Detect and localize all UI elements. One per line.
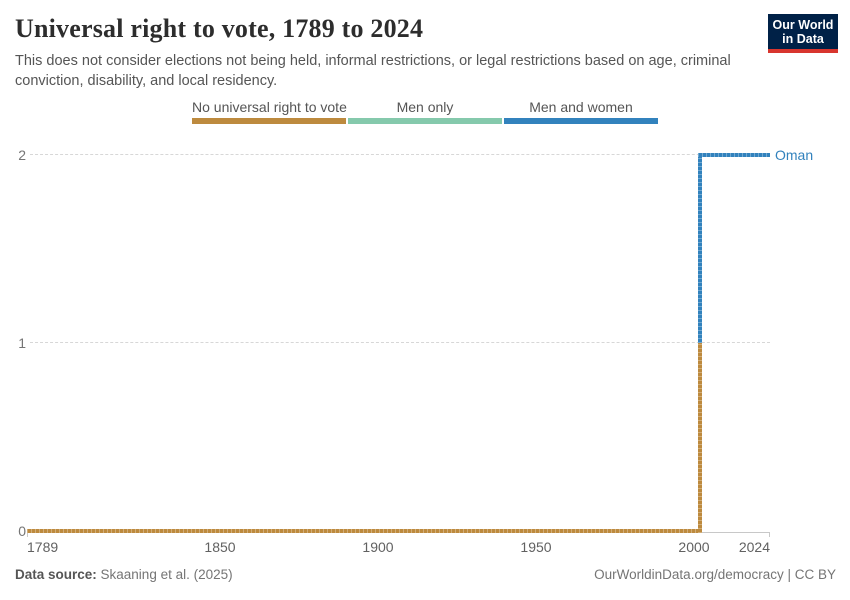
- credit-link[interactable]: OurWorldinData.org/democracy | CC BY: [594, 567, 836, 582]
- legend-swatch-no-universal-right: [192, 118, 346, 124]
- series-segment-transition-upper: [698, 154, 702, 343]
- data-source-label: Data source:: [15, 567, 97, 582]
- category-legend: No universal right to vote Men only Men …: [192, 99, 658, 124]
- data-source-note: Data source: Skaaning et al. (2025): [15, 567, 233, 582]
- x-axis-tick-start: [27, 532, 28, 537]
- x-axis-tick-end: [769, 532, 770, 537]
- legend-item-men-and-women[interactable]: Men and women: [504, 99, 658, 124]
- page-title: Universal right to vote, 1789 to 2024: [15, 14, 424, 43]
- owid-logo-line1: Our World: [772, 18, 834, 32]
- series-segment-value2-horizontal: [698, 153, 770, 157]
- legend-swatch-men-and-women: [504, 118, 658, 124]
- gridline-y2: [30, 154, 770, 155]
- x-tick-label-1950: 1950: [520, 539, 552, 555]
- data-source-value: Skaaning et al. (2025): [96, 567, 233, 582]
- series-segment-value0-horizontal: [27, 529, 700, 533]
- x-tick-label-1850: 1850: [204, 539, 236, 555]
- legend-label: Men and women: [529, 99, 633, 115]
- legend-swatch-men-only: [348, 118, 502, 124]
- x-tick-label-1789: 1789: [27, 539, 59, 555]
- entity-label-oman[interactable]: Oman: [775, 147, 814, 163]
- x-tick-label-2000: 2000: [678, 539, 710, 555]
- legend-item-no-universal-right[interactable]: No universal right to vote: [192, 99, 347, 124]
- legend-item-men-only[interactable]: Men only: [348, 99, 502, 124]
- series-segment-transition-lower: [698, 343, 702, 533]
- x-tick-label-1900: 1900: [362, 539, 394, 555]
- legend-label: Men only: [396, 99, 454, 115]
- owid-logo[interactable]: Our World in Data: [768, 14, 838, 53]
- x-tick-label-2024: 2024: [738, 539, 770, 555]
- owid-logo-line2: in Data: [782, 32, 824, 46]
- gridline-y1: [30, 342, 770, 343]
- y-tick-label-0: 0: [18, 523, 26, 539]
- chart-subtitle: This does not consider elections not bei…: [15, 53, 731, 89]
- y-tick-label-1: 1: [18, 335, 26, 351]
- legend-label: No universal right to vote: [192, 99, 347, 115]
- y-tick-label-2: 2: [18, 147, 26, 163]
